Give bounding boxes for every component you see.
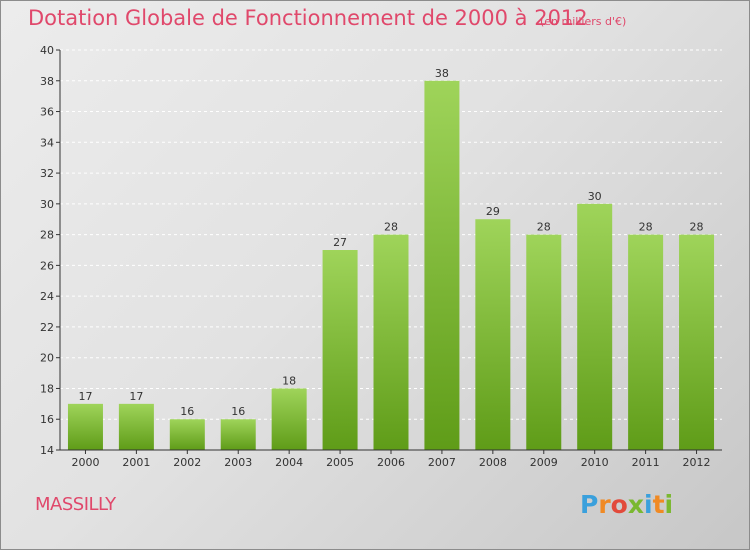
axes bbox=[56, 49, 722, 454]
x-tick-label: 2008 bbox=[479, 456, 507, 469]
bar-2005 bbox=[322, 250, 358, 450]
y-tick-label: 40 bbox=[40, 44, 54, 57]
y-tick-label: 18 bbox=[40, 382, 54, 395]
chart-subtitle: (en milliers d'€) bbox=[540, 15, 627, 28]
bar-2009 bbox=[526, 234, 562, 450]
x-tick-label: 2012 bbox=[683, 456, 711, 469]
x-tick-label: 2009 bbox=[530, 456, 558, 469]
bar-2012 bbox=[679, 234, 715, 450]
y-tick-label: 24 bbox=[40, 290, 54, 303]
logo-letter: x bbox=[627, 490, 644, 519]
data-label: 30 bbox=[588, 190, 602, 203]
bar-2001 bbox=[118, 403, 154, 450]
bar-2002 bbox=[169, 419, 205, 450]
y-tick-label: 36 bbox=[40, 106, 54, 119]
logo-letter: o bbox=[610, 490, 628, 519]
data-label: 18 bbox=[282, 374, 296, 387]
bar-2004 bbox=[271, 388, 307, 450]
data-label: 16 bbox=[231, 405, 245, 418]
data-label: 28 bbox=[639, 221, 653, 234]
data-label: 29 bbox=[486, 205, 500, 218]
logo-letter: i bbox=[644, 490, 653, 519]
logo-letter: i bbox=[664, 490, 674, 519]
proxiti-logo: Proxiti bbox=[580, 490, 673, 519]
bar-2006 bbox=[373, 234, 409, 450]
y-tick-label: 32 bbox=[40, 167, 54, 180]
data-label: 28 bbox=[537, 221, 551, 234]
x-tick-label: 2011 bbox=[632, 456, 660, 469]
labels: 14 16 18 20 22 24 26 28 30 32 34 36 38 40 17 2000 17 2001… bbox=[40, 44, 711, 469]
y-tick-label: 16 bbox=[40, 413, 54, 426]
x-tick-label: 2000 bbox=[71, 456, 99, 469]
data-label: 38 bbox=[435, 67, 449, 80]
data-label: 16 bbox=[180, 405, 194, 418]
bar-2008 bbox=[475, 219, 511, 450]
data-label: 27 bbox=[333, 236, 347, 249]
data-label: 28 bbox=[690, 221, 704, 234]
bar-2007 bbox=[424, 80, 460, 451]
y-tick-label: 28 bbox=[40, 229, 54, 242]
logo-letter: t bbox=[652, 490, 665, 519]
y-tick-label: 26 bbox=[40, 259, 54, 272]
bar-2003 bbox=[220, 419, 256, 450]
commune-name: MASSILLY bbox=[35, 494, 116, 515]
bar-2011 bbox=[628, 234, 664, 450]
y-tick-label: 20 bbox=[40, 352, 54, 365]
x-tick-label: 2005 bbox=[326, 456, 354, 469]
y-tick-label: 38 bbox=[40, 75, 54, 88]
chart-title: Dotation Globale de Fonctionnement de 20… bbox=[28, 6, 588, 30]
data-label: 17 bbox=[78, 390, 92, 403]
x-tick-label: 2004 bbox=[275, 456, 303, 469]
x-tick-label: 2002 bbox=[173, 456, 201, 469]
bar-2000 bbox=[67, 403, 103, 450]
y-tick-label: 14 bbox=[40, 444, 54, 457]
x-tick-label: 2001 bbox=[122, 456, 150, 469]
bars bbox=[67, 80, 715, 451]
logo-letter: P bbox=[580, 490, 599, 519]
data-label: 28 bbox=[384, 221, 398, 234]
y-tick-label: 22 bbox=[40, 321, 54, 334]
data-label: 17 bbox=[129, 390, 143, 403]
x-tick-label: 2007 bbox=[428, 456, 456, 469]
x-tick-label: 2006 bbox=[377, 456, 405, 469]
y-tick-label: 34 bbox=[40, 136, 54, 149]
x-tick-label: 2003 bbox=[224, 456, 252, 469]
y-tick-label: 30 bbox=[40, 198, 54, 211]
logo-letter: r bbox=[598, 490, 611, 519]
x-tick-label: 2010 bbox=[581, 456, 609, 469]
bar-2010 bbox=[577, 203, 613, 450]
